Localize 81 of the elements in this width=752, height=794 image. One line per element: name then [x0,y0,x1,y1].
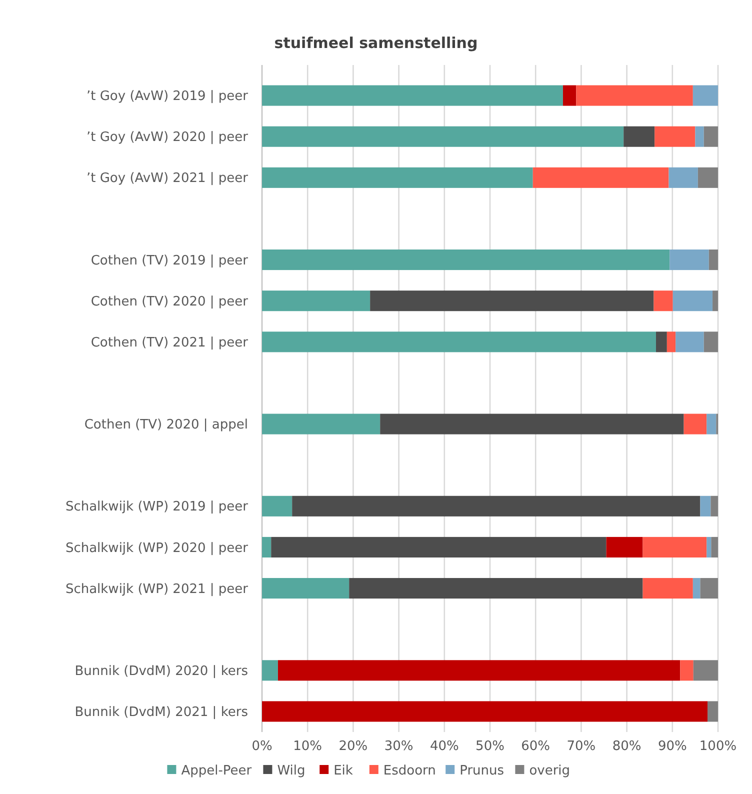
bar [670,250,709,270]
bar [370,290,654,312]
legend-label: overig [529,764,570,779]
bar [278,660,680,681]
bar [262,126,624,147]
bar [262,660,278,681]
bar [706,536,712,558]
bar [712,290,718,312]
bar [700,496,711,516]
bar [666,332,676,352]
bar [680,660,694,681]
y-tick-label: Cothen (TV) 2020 | appel [84,418,248,433]
x-tick-label: 10% [293,739,322,754]
bar [672,290,713,312]
bar [271,536,606,558]
y-tick-label: ’t Goy (AvW) 2019 | peer [86,89,249,104]
bar [704,126,718,147]
bar [262,578,350,599]
bar [711,536,718,558]
legend-label: Prunus [460,764,504,779]
bar [624,126,655,147]
bar [262,167,533,188]
x-tick-label: 90% [658,739,687,754]
legend-label: Appel-Peer [181,764,252,779]
bar [532,167,669,188]
legend-label: Wilg [277,764,306,779]
bar [262,536,272,558]
y-tick-label: ’t Goy (AvW) 2021 | peer [86,171,249,186]
bar [668,167,698,188]
y-tick-label: Bunnik (DvdM) 2021 | kers [74,705,248,720]
x-tick-label: 80% [612,739,642,754]
bar [562,85,576,106]
bar [698,167,718,188]
bar [262,290,370,312]
bar [262,496,292,516]
bar [349,578,643,599]
bar [704,332,718,352]
y-tick-label: Cothen (TV) 2019 | peer [90,253,249,268]
bar [380,414,684,434]
bar [676,332,704,352]
y-tick-label: Cothen (TV) 2020 | peer [90,294,249,310]
chart-title: stuifmeel samenstelling [274,34,478,52]
y-tick-label: ’t Goy (AvW) 2020 | peer [86,130,249,146]
y-tick-label: Cothen (TV) 2021 | peer [90,335,249,350]
bar [706,414,716,434]
bar [642,578,693,599]
y-tick-label: Bunnik (DvdM) 2020 | kers [74,664,248,679]
bar [642,536,707,558]
x-tick-label: 40% [430,739,459,754]
bar [656,332,667,352]
y-tick-label: Schalkwijk (WP) 2021 | peer [65,582,249,597]
bar [695,126,704,147]
x-tick-label: 0% [252,739,272,754]
bar [684,414,707,434]
bar [710,496,718,516]
bar [606,536,643,558]
legend-label: Esdoorn [383,764,436,779]
bar [692,85,718,106]
bar [692,578,700,599]
bar [262,332,656,352]
x-tick-label: 70% [566,739,596,754]
bar [654,290,673,312]
y-tick-label: Schalkwijk (WP) 2019 | peer [65,500,249,515]
bar [262,85,563,106]
x-tick-label: 100% [699,739,737,754]
legend-label: Eik [334,764,354,779]
y-tick-label: Schalkwijk (WP) 2020 | peer [65,540,249,556]
bar [262,250,670,270]
bar [700,578,718,599]
x-tick-label: 50% [476,739,504,754]
bar [708,701,718,722]
bar [262,701,708,722]
bar [576,85,693,106]
x-tick-label: 30% [384,739,414,754]
bar [708,250,718,270]
x-tick-label: 20% [338,739,368,754]
bar [654,126,696,147]
bar [693,660,718,681]
bar [292,496,700,516]
bar [262,414,380,434]
x-tick-label: 60% [521,739,550,754]
